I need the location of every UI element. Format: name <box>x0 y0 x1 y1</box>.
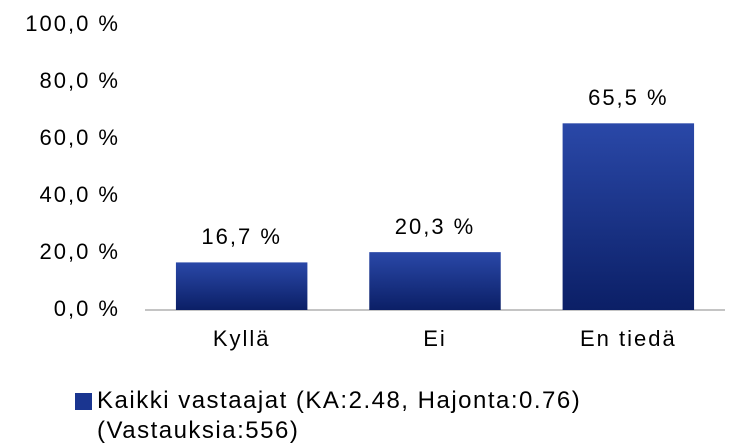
y-tick-label: 40,0 % <box>40 182 121 207</box>
value-label: 16,7 % <box>201 224 282 249</box>
y-tick-label: 60,0 % <box>40 125 121 150</box>
bar <box>562 123 695 310</box>
bar <box>175 262 308 310</box>
legend-label: Kaikki vastaajat (KA:2.48, Hajonta:0.76)… <box>97 387 582 444</box>
value-label: 20,3 % <box>395 214 476 239</box>
y-tick-label: 0,0 % <box>54 296 120 321</box>
y-tick-label: 80,0 % <box>40 68 121 93</box>
y-tick-label: 100,0 % <box>25 11 120 36</box>
legend-swatch <box>75 393 92 410</box>
legend: Kaikki vastaajat (KA:2.48, Hajonta:0.76)… <box>75 386 745 446</box>
x-tick-label: En tiedä <box>580 326 677 351</box>
y-tick-label: 20,0 % <box>40 239 121 264</box>
x-tick-label: Ei <box>423 326 447 351</box>
value-label: 65,5 % <box>588 85 669 110</box>
x-tick-label: Kyllä <box>213 326 271 351</box>
bar <box>369 252 501 310</box>
chart: 0,0 % 20,0 % 40,0 % 60,0 % 80,0 % 100,0 % Kyll… <box>25 11 725 351</box>
